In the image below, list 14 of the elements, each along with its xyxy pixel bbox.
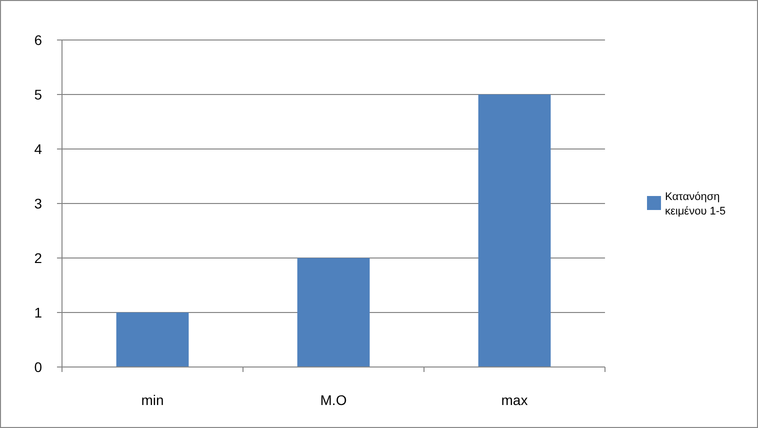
bar [478,94,551,367]
y-tick-label: 4 [34,140,42,157]
bar [116,312,189,367]
y-tick-label: 5 [34,86,42,102]
bar [297,258,370,367]
y-tick-label: 6 [34,32,42,48]
x-tick-label: max [501,392,528,408]
y-tick-label: 1 [34,304,42,320]
y-tick-label: 3 [34,195,42,212]
legend-label: Κατανόηση κειμένου 1-5 [665,191,726,218]
y-tick-label: 2 [34,250,42,266]
x-tick-label: min [141,392,164,408]
x-tick-label: M.O [320,392,347,408]
y-tick-label: 0 [34,358,42,375]
